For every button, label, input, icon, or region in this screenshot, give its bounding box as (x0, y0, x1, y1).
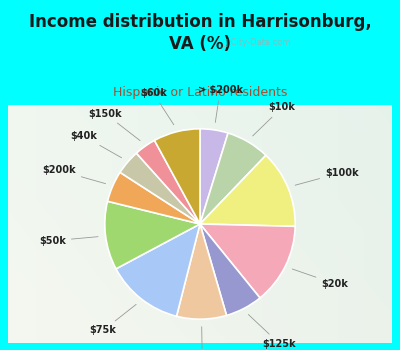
Text: > $200k: > $200k (198, 85, 243, 122)
Text: $50k: $50k (39, 236, 98, 246)
Text: Hispanic or Latino residents: Hispanic or Latino residents (113, 86, 287, 99)
Text: $125k: $125k (248, 314, 296, 349)
Text: $10k: $10k (253, 103, 296, 136)
Text: $20k: $20k (292, 269, 348, 289)
Wedge shape (108, 172, 200, 224)
Wedge shape (200, 133, 266, 224)
Text: ⓘ City-Data.com: ⓘ City-Data.com (223, 38, 290, 47)
Text: Income distribution in Harrisonburg,
VA (%): Income distribution in Harrisonburg, VA … (29, 13, 371, 53)
Wedge shape (200, 224, 260, 315)
Text: $30k: $30k (189, 327, 216, 350)
Wedge shape (120, 153, 200, 224)
Wedge shape (154, 129, 200, 224)
Text: $150k: $150k (88, 108, 140, 141)
Wedge shape (200, 155, 295, 226)
Text: $75k: $75k (90, 304, 136, 335)
Wedge shape (176, 224, 226, 319)
Wedge shape (105, 201, 200, 269)
Text: $200k: $200k (42, 166, 106, 184)
Text: $100k: $100k (295, 168, 359, 185)
Wedge shape (200, 129, 228, 224)
Wedge shape (200, 224, 295, 298)
Wedge shape (116, 224, 200, 316)
Wedge shape (136, 140, 200, 224)
Text: $60k: $60k (140, 88, 174, 125)
Text: $40k: $40k (70, 131, 122, 158)
